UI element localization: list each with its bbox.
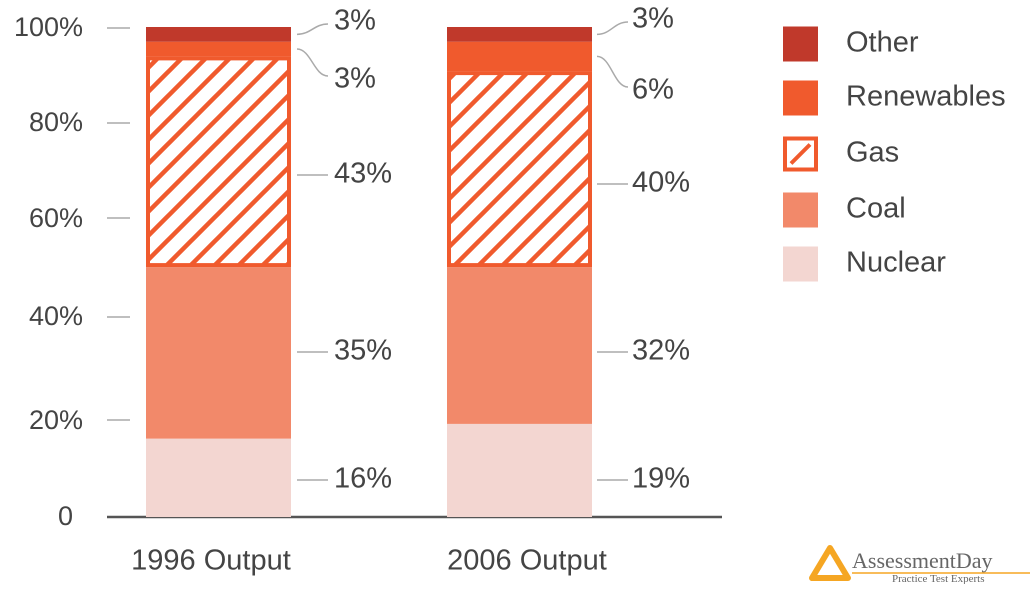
legend-swatch-other bbox=[783, 26, 818, 62]
legend-label-nuclear: Nuclear bbox=[846, 247, 946, 279]
legend-label-gas: Gas bbox=[846, 137, 899, 169]
leader-line bbox=[596, 21, 629, 36]
data-label: 19% bbox=[632, 463, 690, 495]
data-label: 6% bbox=[632, 74, 674, 106]
y-tick-label: 40% bbox=[29, 301, 83, 331]
bar-segment-gas bbox=[146, 56, 291, 268]
bar-segment-other bbox=[146, 27, 291, 42]
y-tick-label: 60% bbox=[29, 203, 83, 233]
triangle-logo-icon bbox=[809, 545, 851, 581]
bar-segment-gas bbox=[447, 71, 592, 268]
data-label: 3% bbox=[632, 3, 674, 35]
bar-segment-other bbox=[447, 27, 592, 42]
data-labels-layer: 16% 35% 43% 3% 3% 19% 32% 40% 6% 3% bbox=[296, 3, 690, 495]
bar-segment-coal bbox=[146, 267, 291, 439]
y-tick-label: 80% bbox=[29, 107, 83, 137]
y-tick-label: 0 bbox=[58, 501, 73, 531]
legend-swatch-hatch-line bbox=[789, 143, 812, 165]
data-label: 3% bbox=[334, 63, 376, 95]
logo-name: AssessmentDay bbox=[852, 548, 993, 573]
bar-segment-coal bbox=[447, 267, 592, 424]
bar-segment-renewables bbox=[146, 41, 291, 57]
legend-swatch-nuclear bbox=[783, 246, 818, 282]
leader-line bbox=[596, 55, 629, 88]
legend: Other Renewables Gas Coal Nuclear bbox=[783, 26, 1006, 282]
bar-segment-nuclear bbox=[447, 423, 592, 517]
bar-segment-nuclear bbox=[146, 438, 291, 517]
bar-segment-renewables bbox=[447, 41, 592, 72]
data-label: 3% bbox=[334, 5, 376, 37]
y-tick-label: 100% bbox=[14, 12, 83, 42]
y-tick-label: 20% bbox=[29, 405, 83, 435]
x-category-label: 1996 Output bbox=[131, 545, 291, 577]
logo: AssessmentDay Practice Test Experts bbox=[809, 545, 1030, 585]
logo-tagline: Practice Test Experts bbox=[892, 573, 985, 584]
legend-label-coal: Coal bbox=[846, 193, 906, 225]
leader-line bbox=[296, 48, 329, 77]
data-label: 35% bbox=[334, 335, 392, 367]
data-label: 16% bbox=[334, 463, 392, 495]
data-label: 40% bbox=[632, 167, 690, 199]
leader-line bbox=[296, 23, 329, 36]
legend-swatch-coal bbox=[783, 192, 818, 228]
x-category-label: 2006 Output bbox=[447, 545, 607, 577]
data-label: 43% bbox=[334, 158, 392, 190]
legend-label-other: Other bbox=[846, 27, 919, 59]
data-label: 32% bbox=[632, 335, 690, 367]
legend-label-renewables: Renewables bbox=[846, 81, 1006, 113]
bars-layer bbox=[146, 27, 592, 517]
legend-swatch-renewables bbox=[783, 80, 818, 116]
